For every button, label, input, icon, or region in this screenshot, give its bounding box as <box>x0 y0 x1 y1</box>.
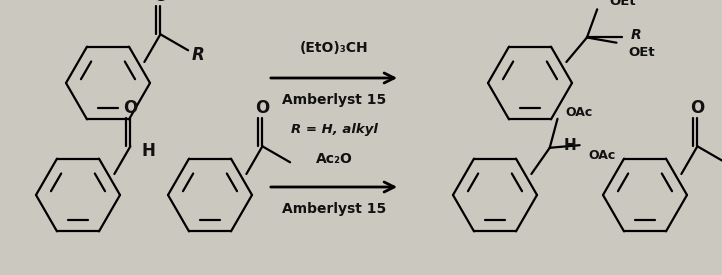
Text: (EtO)₃CH: (EtO)₃CH <box>300 41 368 55</box>
Text: O: O <box>123 99 137 117</box>
Text: R: R <box>630 29 641 42</box>
Text: OEt: OEt <box>609 0 635 8</box>
Text: Ac₂O: Ac₂O <box>316 152 352 166</box>
Text: R: R <box>192 46 204 64</box>
Text: O: O <box>690 99 705 117</box>
Text: H: H <box>563 138 576 153</box>
Text: O: O <box>153 0 168 5</box>
Text: R = H, alkyl: R = H, alkyl <box>290 123 378 136</box>
Text: Amberlyst 15: Amberlyst 15 <box>282 93 386 107</box>
Text: OEt: OEt <box>628 46 655 59</box>
Text: Amberlyst 15: Amberlyst 15 <box>282 202 386 216</box>
Text: OAc: OAc <box>566 106 593 119</box>
Text: H: H <box>142 142 155 160</box>
Text: O: O <box>256 99 269 117</box>
Text: OAc: OAc <box>588 149 615 162</box>
